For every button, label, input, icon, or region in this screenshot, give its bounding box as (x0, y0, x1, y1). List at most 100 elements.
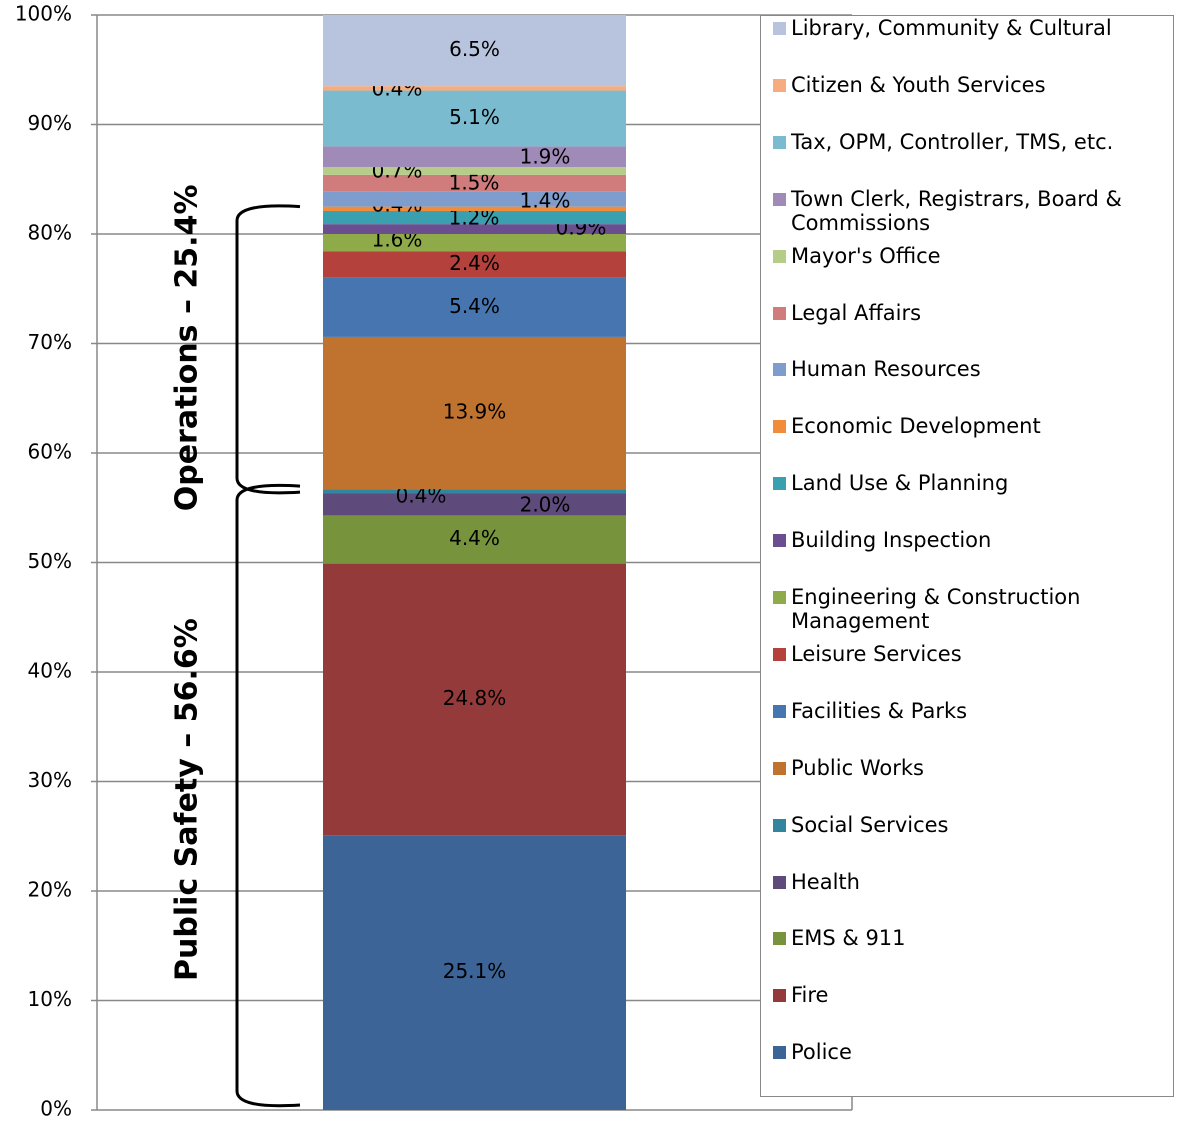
y-tick-label: 90% (28, 111, 72, 135)
legend-label: Social Services (791, 812, 949, 837)
legend-label: Human Resources (791, 357, 981, 382)
y-tick-label: 100% (15, 2, 72, 26)
brace (235, 483, 301, 1108)
bar-segment (323, 336, 626, 490)
legend-label: Town Clerk, Registrars, Board & Commissi… (791, 186, 1122, 235)
legend-item: Engineering & Construction Management (773, 585, 1141, 633)
legend-label: Land Use & Planning (791, 471, 1009, 496)
data-label: 2.0% (520, 493, 571, 517)
legend-label: Citizen & Youth Services (791, 72, 1046, 97)
bar-segment (323, 277, 626, 337)
bar-segment (323, 206, 626, 212)
bar-segment (323, 167, 626, 175)
legend-swatch (773, 477, 786, 491)
legend-item: EMS & 911 (773, 926, 1141, 951)
legend-item: Town Clerk, Registrars, Board & Commissi… (773, 186, 1141, 235)
brace (235, 204, 301, 495)
bar-segment (323, 493, 626, 516)
annotation: Operations – 25.4% (170, 184, 205, 511)
bar-segment (323, 174, 626, 192)
legend-swatch (773, 818, 786, 832)
y-tick-label: 70% (28, 330, 72, 354)
legend-item: Tax, OPM, Controller, TMS, etc. (773, 129, 1141, 154)
legend-item: Citizen & Youth Services (773, 72, 1141, 97)
bar-segment (323, 146, 626, 168)
legend-label: Public Works (791, 755, 924, 780)
legend-label: Police (791, 1040, 852, 1065)
y-tick-label: 20% (28, 878, 72, 902)
legend-label: Legal Affairs (791, 300, 922, 325)
data-label: 13.9% (443, 400, 507, 424)
legend-swatch (773, 932, 786, 946)
legend-item: Building Inspection (773, 528, 1141, 552)
legend-label: Leisure Services (791, 641, 962, 666)
legend-swatch (773, 78, 786, 92)
data-label: 24.8% (443, 686, 507, 710)
bar-segment (323, 211, 626, 225)
data-label: 1.9% (520, 145, 571, 169)
legend-label: Tax, OPM, Controller, TMS, etc. (791, 129, 1114, 154)
legend-swatch (773, 306, 786, 320)
legend-item: Legal Affairs (773, 300, 1141, 325)
bar-segment (323, 86, 626, 91)
bar-segment (323, 835, 626, 1110)
legend-swatch (773, 989, 786, 1003)
legend-label: Economic Development (791, 414, 1041, 439)
y-tick-label: 60% (28, 440, 72, 464)
legend-label: EMS & 911 (791, 926, 906, 951)
bar-segment (323, 191, 626, 207)
legend-label: Mayor's Office (791, 243, 941, 268)
legend-item: Fire (773, 983, 1141, 1008)
legend-swatch (773, 591, 786, 604)
legend-item: Health (773, 869, 1141, 894)
data-label: 4.4% (449, 526, 500, 550)
legend-label: Fire (791, 983, 829, 1008)
legend-swatch (773, 363, 786, 377)
legend-item: Library, Community & Cultural (773, 16, 1141, 40)
y-tick-label: 30% (28, 768, 72, 792)
legend-swatch (773, 761, 786, 775)
legend-label: Engineering & Construction Management (791, 585, 1081, 633)
bar-segment (323, 515, 626, 564)
legend-swatch (773, 647, 786, 661)
legend-swatch (773, 22, 786, 35)
data-label: 5.4% (449, 294, 500, 318)
legend-swatch (773, 875, 786, 889)
data-label: 25.1% (443, 959, 507, 983)
annotation: Public Safety – 56.6% (170, 618, 205, 981)
legend-label: Library, Community & Cultural (791, 16, 1112, 40)
legend-item: Social Services (773, 812, 1141, 837)
legend-swatch (773, 135, 786, 149)
y-tick-label: 10% (28, 987, 72, 1011)
data-label: 1.4% (520, 189, 571, 213)
legend: Police Fire EMS & 911 Health Social Services… (760, 15, 1174, 1097)
data-label: 5.1% (449, 105, 500, 129)
bar-segment (323, 234, 626, 252)
bar-segment (323, 90, 626, 147)
legend-swatch (773, 249, 786, 263)
legend-item: Human Resources (773, 357, 1141, 382)
bar-segment (323, 489, 626, 494)
legend-item: Leisure Services (773, 641, 1141, 666)
legend-label: Facilities & Parks (791, 698, 968, 723)
y-tick-label: 40% (28, 659, 72, 683)
data-label: 6.5% (449, 37, 500, 61)
bar-segment (323, 251, 626, 278)
legend-item: Facilities & Parks (773, 698, 1141, 723)
y-tick-label: 50% (28, 549, 72, 573)
legend-swatch (773, 192, 786, 206)
data-label: 2.4% (449, 251, 500, 275)
y-tick-label: 80% (28, 221, 72, 245)
y-tick-label: 0% (40, 1097, 72, 1121)
legend-swatch (773, 420, 786, 434)
legend-label: Health (791, 869, 860, 894)
legend-item: Mayor's Office (773, 243, 1141, 268)
legend-swatch (773, 1046, 786, 1060)
bar-segment (323, 563, 626, 836)
legend-item: Police (773, 1040, 1141, 1065)
bar-segment (323, 224, 626, 234)
bar-segment (323, 15, 626, 87)
legend-item: Land Use & Planning (773, 471, 1141, 496)
